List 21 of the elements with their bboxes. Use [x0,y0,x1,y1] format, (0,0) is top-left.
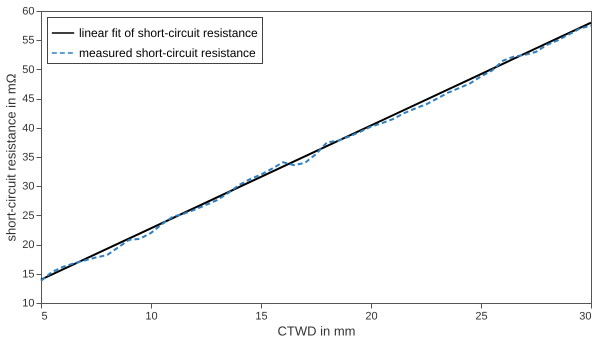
y-tick-label: 50 [22,64,34,76]
x-tick-label: 15 [255,310,268,322]
y-tick-label: 15 [22,268,34,280]
legend-label: measured short-circuit resistance [79,46,256,60]
x-tick-label: 20 [365,310,378,322]
legend-label: linear fit of short-circuit resistance [79,26,258,40]
y-tick-label: 60 [22,6,34,18]
y-tick-label: 20 [22,239,34,252]
y-tick-label: 40 [22,122,34,134]
y-tick-label: 30 [22,180,34,193]
x-tick-label: 5 [42,310,48,322]
x-tick-label: 10 [145,310,158,322]
y-axis-title: short-circuit resistance in mΩ [3,73,18,242]
y-tick-label: 10 [22,298,34,310]
y-tick-label: 45 [22,93,34,106]
y-tick-label: 55 [22,34,34,47]
y-tick-label: 35 [22,152,34,164]
x-tick-label: 30 [579,310,592,322]
x-tick-label: 25 [475,310,488,322]
y-tick-label: 25 [22,210,34,222]
x-axis-title: CTWD in mm [278,324,356,338]
